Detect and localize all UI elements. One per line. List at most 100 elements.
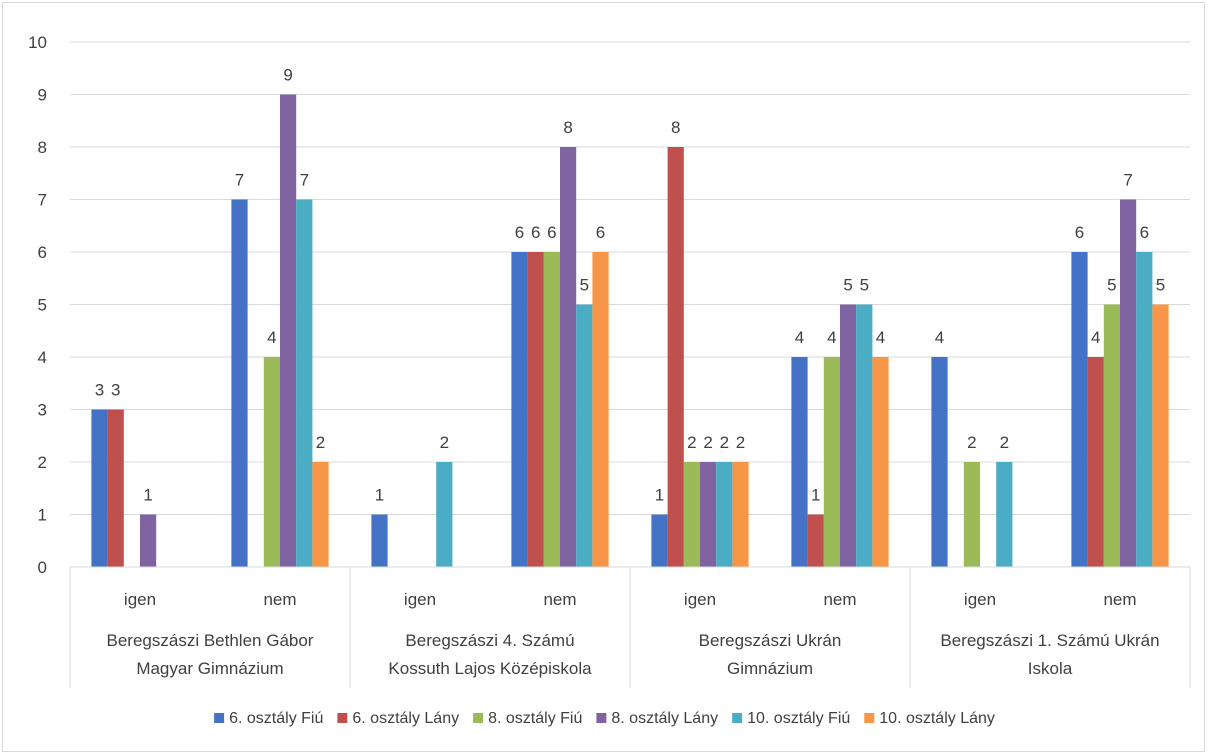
data-label-s0-c1: 7 [235,171,244,190]
bar-s5-c4 [732,462,749,567]
bar-s0-c7 [1071,252,1088,567]
y-tick-label-10: 10 [28,33,47,52]
bar-s0-c4 [651,514,668,567]
x-subcategory-label-3-1: nem [1103,590,1136,609]
bar-s3-c0 [140,514,157,567]
data-label-s0-c7: 6 [1075,223,1084,242]
x-group-label-1-line1: Kossuth Lajos Középiskola [388,659,592,678]
data-label-s4-c6: 2 [1000,433,1009,452]
x-group-label-2-line1: Gimnázium [727,659,813,678]
legend-swatch-0 [214,713,225,723]
x-subcategory-label-0-1: nem [263,590,296,609]
data-label-s3-c0: 1 [143,486,152,505]
x-group-label-2-line0: Beregszászi Ukrán [699,631,842,650]
data-label-s4-c3: 5 [580,276,589,295]
bar-s0-c3 [511,252,528,567]
data-label-s5-c7: 5 [1156,276,1165,295]
y-tick-label-9: 9 [38,86,47,105]
bar-s0-c6 [931,357,948,567]
bar-s0-c2 [371,514,388,567]
data-label-s2-c5: 4 [827,328,836,347]
bar-s1-c5 [807,514,824,567]
bar-s4-c3 [576,304,593,567]
y-tick-label-4: 4 [38,348,47,367]
bar-s4-c4 [716,462,733,567]
x-subcategory-label-2-1: nem [823,590,856,609]
bar-s4-c7 [1136,252,1153,567]
data-label-s4-c1: 7 [300,171,309,190]
bar-s2-c7 [1103,304,1120,567]
x-subcategory-label-0-0: igen [124,590,156,609]
y-tick-label-2: 2 [38,453,47,472]
legend-label-1: 6. osztály Lány [352,710,459,727]
legend-swatch-4 [732,713,743,723]
data-label-s0-c0: 3 [95,381,104,400]
bar-s5-c3 [592,252,609,567]
bar-s0-c0 [91,409,108,567]
data-label-s3-c1: 9 [283,66,292,85]
legend-swatch-5 [864,713,875,723]
bar-s0-c5 [791,357,808,567]
data-label-s3-c7: 7 [1123,171,1132,190]
y-tick-label-1: 1 [38,506,47,525]
y-tick-label-6: 6 [38,243,47,262]
y-tick-label-3: 3 [38,401,47,420]
x-subcategory-label-1-1: nem [543,590,576,609]
bar-s5-c5 [872,357,889,567]
bar-s4-c2 [436,462,453,567]
bar-s3-c3 [560,147,577,567]
bar-s1-c3 [527,252,544,567]
data-label-s0-c4: 1 [655,486,664,505]
bar-s3-c5 [840,304,857,567]
data-label-s3-c4: 2 [703,433,712,452]
y-tick-label-0: 0 [38,558,47,577]
data-label-s1-c3: 6 [531,223,540,242]
legend-label-0: 6. osztály Fiú [229,710,323,727]
legend-swatch-3 [596,713,607,723]
data-label-s0-c2: 1 [375,486,384,505]
bar-s3-c7 [1120,199,1137,567]
bar-s2-c4 [683,462,700,567]
bar-s0-c1 [231,199,248,567]
y-tick-label-8: 8 [38,138,47,157]
data-label-s4-c5: 5 [860,276,869,295]
legend-swatch-1 [337,713,348,723]
data-label-s1-c5: 1 [811,486,820,505]
data-label-s0-c5: 4 [795,328,804,347]
bar-s3-c4 [700,462,717,567]
x-group-label-0-line1: Magyar Gimnázium [136,659,283,678]
x-group-label-1-line0: Beregszászi 4. Számú [405,631,574,650]
data-label-s2-c4: 2 [687,433,696,452]
data-label-s2-c6: 2 [967,433,976,452]
bar-s4-c1 [296,199,313,567]
x-group-label-3-line0: Beregszászi 1. Számú Ukrán [940,631,1159,650]
bar-s1-c0 [107,409,124,567]
x-group-label-0-line0: Beregszászi Bethlen Gábor [107,631,314,650]
data-label-s5-c4: 2 [736,433,745,452]
bar-s2-c5 [823,357,840,567]
data-label-s3-c3: 8 [563,118,572,137]
bar-s3-c1 [280,94,297,567]
legend-swatch-2 [473,713,484,723]
x-subcategory-label-1-0: igen [404,590,436,609]
bar-s2-c1 [263,357,280,567]
legend-label-4: 10. osztály Fiú [747,710,850,727]
bar-s4-c6 [996,462,1013,567]
bar-s4-c5 [856,304,873,567]
data-label-s5-c1: 2 [316,433,325,452]
x-group-label-3-line1: Iskola [1028,659,1073,678]
data-label-s3-c5: 5 [843,276,852,295]
data-label-s1-c4: 8 [671,118,680,137]
data-label-s4-c7: 6 [1140,223,1149,242]
data-label-s5-c3: 6 [596,223,605,242]
data-label-s1-c0: 3 [111,381,120,400]
bar-s5-c1 [312,462,329,567]
bar-s1-c7 [1087,357,1104,567]
data-label-s2-c7: 5 [1107,276,1116,295]
data-label-s4-c4: 2 [720,433,729,452]
x-subcategory-label-2-0: igen [684,590,716,609]
bar-s5-c7 [1152,304,1169,567]
legend-label-2: 8. osztály Fiú [488,710,582,727]
data-label-s2-c3: 6 [547,223,556,242]
